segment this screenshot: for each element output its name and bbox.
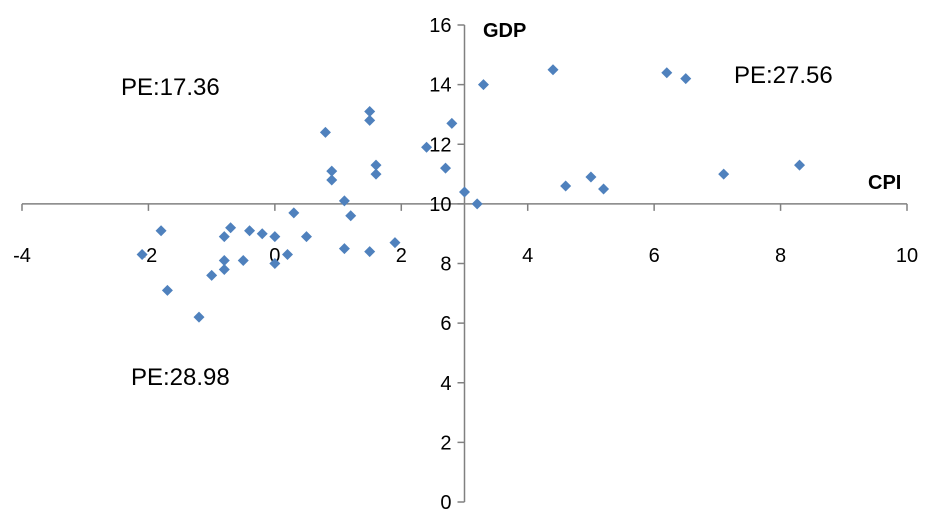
data-point bbox=[459, 186, 470, 198]
x-tick-label: 6 bbox=[649, 245, 660, 267]
data-point bbox=[218, 263, 230, 275]
data-point bbox=[300, 231, 312, 243]
data-point bbox=[680, 73, 692, 85]
data-point bbox=[338, 195, 350, 207]
x-tick-label: -4 bbox=[13, 245, 31, 267]
data-point bbox=[155, 225, 167, 237]
x-tick-label: 2 bbox=[396, 245, 407, 267]
y-tick-label: 6 bbox=[440, 313, 451, 335]
data-point bbox=[440, 162, 452, 174]
y-tick-label: 2 bbox=[440, 432, 451, 454]
data-point bbox=[326, 165, 338, 177]
data-point bbox=[477, 79, 489, 91]
y-tick-label: 16 bbox=[429, 15, 451, 37]
data-point bbox=[269, 231, 281, 243]
tick-labels: -4 -2 0 2 4 6 8 10 0 2 4 6 8 10 12 14 16 bbox=[13, 15, 918, 514]
data-point bbox=[389, 237, 401, 249]
y-tick-label: 0 bbox=[440, 492, 451, 514]
data-point bbox=[421, 141, 433, 153]
x-axis-title: CPI bbox=[868, 172, 901, 194]
data-point bbox=[269, 258, 281, 269]
data-point bbox=[471, 198, 483, 210]
y-axis-title: GDP bbox=[483, 20, 526, 42]
data-point bbox=[364, 246, 376, 258]
axes bbox=[21, 24, 908, 503]
y-tick-label: 12 bbox=[429, 134, 451, 156]
data-point bbox=[218, 255, 230, 267]
data-point bbox=[370, 168, 382, 180]
data-point bbox=[338, 243, 350, 255]
data-point bbox=[585, 171, 597, 183]
y-tick-label: 14 bbox=[429, 75, 451, 97]
data-points bbox=[136, 64, 806, 323]
data-point bbox=[319, 126, 331, 138]
data-point bbox=[218, 231, 230, 243]
data-point bbox=[560, 180, 572, 192]
x-tick-label: 0 bbox=[269, 245, 280, 267]
data-point bbox=[244, 225, 256, 237]
data-point bbox=[288, 207, 300, 219]
x-tick-label: -2 bbox=[140, 245, 158, 267]
data-point bbox=[364, 114, 376, 126]
data-point bbox=[364, 105, 376, 117]
x-tick-label: 4 bbox=[522, 245, 533, 267]
data-point bbox=[718, 168, 730, 180]
data-point bbox=[206, 269, 218, 281]
data-point bbox=[136, 249, 148, 261]
data-point bbox=[256, 228, 268, 240]
y-tick-label: 10 bbox=[429, 194, 451, 216]
annotation-top-right: PE:27.56 bbox=[734, 62, 833, 89]
data-point bbox=[661, 67, 673, 79]
data-point bbox=[345, 210, 357, 222]
y-tick-label: 4 bbox=[440, 373, 451, 395]
data-point bbox=[282, 249, 293, 261]
data-point bbox=[547, 64, 559, 76]
annotation-top-left: PE:17.36 bbox=[121, 74, 220, 101]
data-point bbox=[193, 311, 205, 323]
x-tick-label: 8 bbox=[775, 245, 786, 267]
y-tick-label: 8 bbox=[440, 254, 451, 276]
x-tick-label: 10 bbox=[896, 245, 918, 267]
annotation-bottom-left: PE:28.98 bbox=[131, 364, 230, 391]
data-point bbox=[794, 159, 806, 171]
data-point bbox=[161, 284, 173, 296]
data-point bbox=[225, 222, 237, 234]
data-point bbox=[326, 174, 338, 186]
data-point bbox=[237, 255, 249, 267]
data-point bbox=[446, 117, 458, 129]
data-point bbox=[370, 159, 382, 171]
data-point bbox=[598, 183, 610, 195]
